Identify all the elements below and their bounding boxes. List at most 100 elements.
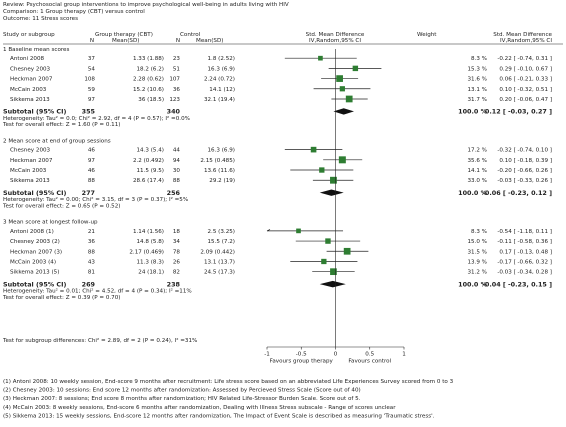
study-weight: 31.6 % [467,77,487,83]
control-mean-sd: 15.5 (7.2) [208,239,236,245]
effect-marker [325,238,331,244]
study-ci: -0.11 [ -0.58, 0.36 ] [497,239,552,245]
x-tick-label: -1 [264,352,270,358]
effect-marker [345,95,353,103]
col-header-md2: Std. Mean Difference [493,32,552,38]
control-n: 23 [173,56,181,62]
study-name: McCain 2003 (4) [10,259,56,265]
col-header-md-method: IV,Random,95% CI [309,38,361,44]
group-n: 88 [88,249,96,255]
group-mean-sd: 24 (18.1) [138,270,164,276]
group-mean-sd: 15.2 (10.6) [133,87,164,93]
group-n: 81 [88,270,96,276]
footnote: (5) Sikkema 2013: 15 weekly sessions, En… [3,413,435,419]
col-header-group-n: N [90,38,94,44]
study-weight: 8.3 % [471,56,487,62]
control-mean-sd: 13.6 (11.6) [204,168,235,174]
subgroup-differences-test: Test for subgroup differences: Chi² = 2.… [2,337,197,344]
control-mean-sd: 2.15 (0.485) [200,158,235,164]
subtotal-diamond [319,280,346,288]
subtotal-weight: 100.0 % [458,280,487,288]
control-n: 107 [169,77,180,83]
effect-marker [296,228,301,234]
study-weight: 35.6 % [467,158,487,164]
group-n: 36 [88,239,96,245]
effect-marker [330,268,337,276]
study-name: Heckman 2007 [10,77,53,83]
control-n: 78 [173,249,181,255]
study-weight: 13.1 % [467,87,487,93]
effect-marker [321,258,327,265]
overall-effect-test: Test for overall effect: Z = 0.39 (P = 0… [2,295,120,301]
study-weight: 8.3 % [471,229,487,235]
x-label-right: Favours control [348,359,391,365]
effect-marker [330,176,337,184]
group-mean-sd: 14.8 (5.8) [137,239,165,245]
group-n: 59 [88,87,96,93]
study-ci: 0.06 [ -0.21, 0.33 ] [499,77,552,83]
subtotal-ci: 0.12 [ -0.03, 0.27 ] [485,108,552,116]
col-header-md: Std. Mean Difference [306,32,365,38]
subtotal-diamond [333,108,354,115]
subgroup-title: 3 Mean score at longest follow-up [3,220,98,226]
col-header-study: Study or subgroup [3,32,55,38]
group-mean-sd: 28.6 (17.4) [133,178,164,184]
heterogeneity: Heterogeneity: Tau² = 0.00; Chi² = 3.15,… [3,196,188,203]
x-tick-label: 1 [402,352,406,358]
study-name: Heckman 2007 (3) [10,249,62,255]
group-n: 46 [88,168,96,174]
group-n: 88 [88,178,96,184]
x-tick-label: 0.5 [365,352,374,358]
subtotal-label: Subtotal (95% CI) [3,189,66,197]
study-ci: -0.03 [ -0.33, 0.26 ] [497,178,552,184]
col-header-md2-method: IV,Random,95% CI [500,38,552,44]
control-n: 51 [173,66,181,72]
comparison-title: Comparison: 1 Group therapy (CBT) versus… [3,9,145,15]
subgroup-title: 2 Mean score at end of group sessions [3,138,111,144]
heterogeneity: Heterogeneity: Tau² = 0.01; Chi² = 4.52,… [3,288,192,295]
subtotal-control-n: 238 [167,280,181,288]
control-mean-sd: 2.24 (0.72) [204,77,235,83]
subtotal-ci: -0.04 [ -0.23, 0.15 ] [482,280,552,288]
footnote: (1) Antoni 2008: 10 weekly session, End-… [3,379,454,385]
study-name: Heckman 2007 [10,158,53,164]
group-mean-sd: 2.28 (0.62) [133,77,164,83]
study-name: Sikkema 2013 [10,97,50,103]
subtotal-diamond [319,189,344,196]
subtotal-control-n: 256 [167,189,181,197]
study-ci: -0.20 [ -0.66, 0.26 ] [497,168,552,174]
group-n: 37 [88,56,96,62]
col-header-control-n: N [176,38,180,44]
subgroup-title: 1 Baseline mean scores [3,47,70,53]
effect-marker [310,146,317,153]
col-header-control-mean: Mean(SD) [196,38,223,44]
group-n: 54 [88,66,96,72]
study-weight: 33.0 % [467,178,487,184]
control-mean-sd: 14.1 (12) [209,87,235,93]
x-tick-label: -0.5 [296,352,307,358]
study-ci: -0.03 [ -0.34, 0.28 ] [497,270,552,276]
control-n: 26 [173,259,181,265]
study-ci: 0.17 [ -0.13, 0.48 ] [499,249,552,255]
effect-marker [343,247,351,255]
overall-effect-test: Test for overall effect: Z = 1.60 (P = 0… [2,122,120,128]
group-n: 97 [88,158,96,164]
study-ci: 0.10 [ -0.32, 0.51 ] [499,87,552,93]
control-mean-sd: 16.3 (6.9) [208,66,236,72]
review-title: Review: Psychosocial group interventions… [3,2,289,8]
group-n: 46 [88,148,96,154]
outcome-title: Outcome: 11 Stress scores [3,16,79,22]
control-mean-sd: 24.5 (17.3) [204,270,235,276]
study-weight: 15.3 % [467,66,487,72]
group-mean-sd: 18.2 (6.2) [137,66,165,72]
control-n: 94 [173,158,181,164]
group-mean-sd: 1.14 (1.56) [133,229,164,235]
study-ci: 0.10 [ -0.18, 0.39 ] [499,158,552,164]
subtotal-group-n: 355 [82,108,95,116]
control-n: 82 [173,270,180,276]
study-name: Antoni 2008 [10,56,45,62]
effect-marker [318,55,323,61]
study-weight: 15.0 % [467,239,487,245]
col-header-group: Group therapy (CBT) [95,32,153,38]
